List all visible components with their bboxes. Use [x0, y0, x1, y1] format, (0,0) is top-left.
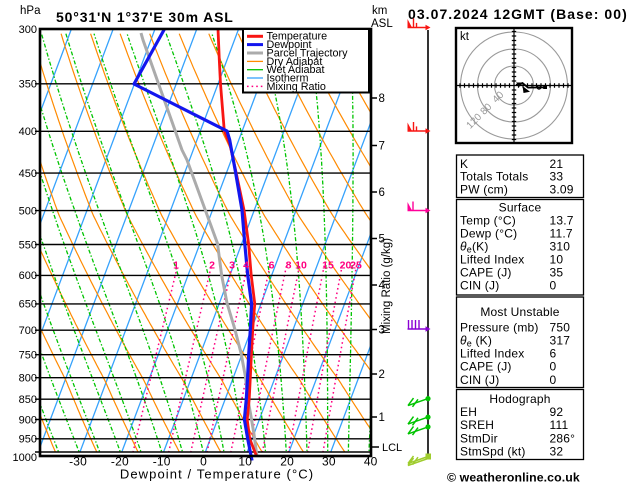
svg-text:0: 0: [200, 455, 207, 469]
svg-text:CIN (J): CIN (J): [460, 373, 499, 387]
svg-text:km: km: [372, 5, 387, 17]
svg-text:Isotherm: Isotherm: [267, 73, 309, 85]
svg-text:CIN (J): CIN (J): [460, 279, 499, 293]
svg-text:3: 3: [379, 325, 385, 337]
svg-text:2: 2: [209, 260, 215, 272]
svg-text:92: 92: [550, 405, 564, 419]
svg-text:CAPE (J): CAPE (J): [460, 360, 512, 374]
svg-text:450: 450: [19, 168, 37, 180]
svg-text:4: 4: [243, 260, 249, 272]
svg-text:286°: 286°: [550, 431, 576, 445]
svg-text:Dry Adiabat: Dry Adiabat: [267, 56, 323, 68]
svg-text:40: 40: [364, 455, 378, 469]
svg-text:0: 0: [550, 279, 557, 293]
svg-text:03.07.2024 12GMT (Base: 00): 03.07.2024 12GMT (Base: 00): [408, 6, 628, 22]
svg-text:Hodograph: Hodograph: [489, 392, 550, 406]
svg-text:13.7: 13.7: [550, 214, 574, 228]
svg-text:StmSpd (kt): StmSpd (kt): [460, 444, 526, 458]
svg-text:Surface: Surface: [499, 201, 542, 215]
svg-text:20: 20: [340, 260, 352, 272]
svg-text:Wet Adiabat: Wet Adiabat: [267, 64, 325, 76]
svg-text:Temperature: Temperature: [267, 31, 328, 43]
svg-text:317: 317: [550, 333, 571, 347]
svg-text:1: 1: [173, 260, 179, 272]
svg-text:850: 850: [19, 394, 37, 406]
svg-text:900: 900: [19, 414, 37, 426]
svg-text:8: 8: [379, 93, 385, 105]
svg-text:6: 6: [379, 187, 385, 199]
svg-text:1: 1: [379, 412, 385, 424]
svg-text:Temp (°C): Temp (°C): [460, 214, 516, 228]
svg-text:950: 950: [19, 434, 37, 446]
svg-text:0: 0: [550, 373, 557, 387]
svg-text:-10: -10: [153, 455, 171, 469]
svg-text:StmDir: StmDir: [460, 431, 498, 445]
svg-text:500: 500: [19, 205, 37, 217]
svg-text:Most Unstable: Most Unstable: [480, 305, 559, 319]
svg-text:550: 550: [19, 239, 37, 251]
svg-text:750: 750: [19, 350, 37, 362]
svg-text:Lifted Index: Lifted Index: [460, 253, 524, 267]
svg-text:θe (K): θe (K): [460, 333, 492, 348]
svg-text:Mixing Ratio: Mixing Ratio: [267, 81, 326, 93]
svg-text:Mixing Ratio (g/kg): Mixing Ratio (g/kg): [381, 238, 393, 334]
svg-text:hPa: hPa: [20, 5, 41, 17]
svg-text:Dewpoint / Temperature (°C): Dewpoint / Temperature (°C): [120, 467, 314, 482]
svg-text:7: 7: [379, 141, 385, 153]
svg-text:Dewpoint: Dewpoint: [267, 39, 312, 51]
svg-text:750: 750: [550, 321, 571, 335]
svg-text:300: 300: [19, 24, 37, 36]
svg-text:Totals Totals: Totals Totals: [460, 170, 528, 184]
svg-text:600: 600: [19, 270, 37, 282]
svg-text:3.09: 3.09: [550, 183, 574, 197]
svg-text:4: 4: [379, 280, 386, 292]
svg-text:3: 3: [229, 260, 235, 272]
svg-text:800: 800: [19, 373, 37, 385]
svg-text:2: 2: [379, 369, 385, 381]
svg-text:ASL: ASL: [371, 18, 393, 30]
svg-text:30: 30: [322, 455, 336, 469]
svg-text:Lifted Index: Lifted Index: [460, 347, 524, 361]
svg-text:0: 0: [550, 360, 557, 374]
svg-text:1000: 1000: [13, 452, 37, 464]
svg-text:400: 400: [19, 126, 37, 138]
svg-text:10: 10: [238, 455, 252, 469]
svg-text:© weatheronline.co.uk: © weatheronline.co.uk: [447, 471, 580, 485]
svg-text:35: 35: [550, 266, 564, 280]
svg-text:11.7: 11.7: [550, 227, 573, 241]
svg-text:Parcel Trajectory: Parcel Trajectory: [267, 47, 349, 59]
svg-text:6: 6: [269, 260, 275, 272]
svg-text:θe(K): θe(K): [460, 240, 489, 255]
svg-text:700: 700: [19, 325, 37, 337]
svg-text:Pressure (mb): Pressure (mb): [460, 321, 539, 335]
svg-text:10: 10: [550, 253, 564, 267]
svg-text:-20: -20: [111, 455, 129, 469]
svg-text:25: 25: [350, 260, 362, 272]
svg-text:33: 33: [550, 170, 564, 184]
svg-text:5: 5: [379, 234, 385, 246]
svg-text:20: 20: [280, 455, 294, 469]
svg-text:32: 32: [550, 444, 564, 458]
svg-text:15: 15: [322, 260, 334, 272]
svg-text:10: 10: [295, 260, 307, 272]
svg-text:-30: -30: [69, 455, 87, 469]
svg-text:SREH: SREH: [460, 418, 494, 432]
svg-text:kt: kt: [460, 31, 470, 43]
svg-text:K: K: [460, 157, 468, 171]
svg-text:Dewp (°C): Dewp (°C): [460, 227, 517, 241]
svg-text:PW (cm): PW (cm): [460, 183, 508, 197]
svg-text:310: 310: [550, 240, 571, 254]
svg-text:650: 650: [19, 299, 37, 311]
svg-text:6: 6: [550, 347, 557, 361]
svg-text:CAPE (J): CAPE (J): [460, 266, 512, 280]
svg-text:8: 8: [286, 260, 292, 272]
svg-text:EH: EH: [460, 405, 477, 419]
svg-text:111: 111: [550, 418, 569, 432]
svg-text:21: 21: [550, 157, 564, 171]
svg-text:50°31'N 1°37'E 30m ASL: 50°31'N 1°37'E 30m ASL: [56, 9, 234, 25]
svg-text:LCL: LCL: [382, 442, 402, 454]
svg-text:350: 350: [19, 79, 37, 91]
